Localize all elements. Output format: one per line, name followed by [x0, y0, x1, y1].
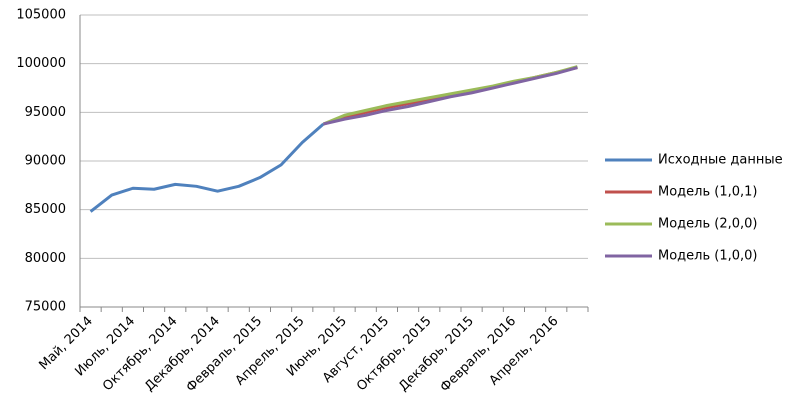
x-tick-label: Декабрь, 2014: [142, 314, 223, 395]
x-tick-label: Февраль, 2015: [184, 314, 266, 396]
x-tick-label: Декабрь, 2015: [396, 314, 477, 395]
y-tick-label: 75000: [25, 300, 66, 315]
x-tick-label: Февраль, 2016: [438, 314, 520, 396]
series-line: [323, 66, 578, 126]
y-tick-label: 95000: [25, 105, 66, 120]
legend-label: Модель (1,0,1): [658, 185, 757, 200]
x-tick-label: Октябрь, 2014: [100, 314, 180, 394]
legend-label: Модель (1,0,0): [658, 249, 757, 264]
legend-label: Модель (2,0,0): [658, 217, 757, 232]
y-tick-label: 100000: [16, 56, 66, 71]
series-line: [89, 122, 325, 213]
y-tick-label: 105000: [16, 8, 66, 23]
y-tick-label: 90000: [25, 154, 66, 169]
y-tick-label: 80000: [25, 251, 66, 266]
x-tick-label: Октябрь, 2015: [354, 314, 434, 394]
legend-label: Исходные данные: [658, 153, 783, 168]
y-tick-label: 85000: [25, 202, 66, 217]
